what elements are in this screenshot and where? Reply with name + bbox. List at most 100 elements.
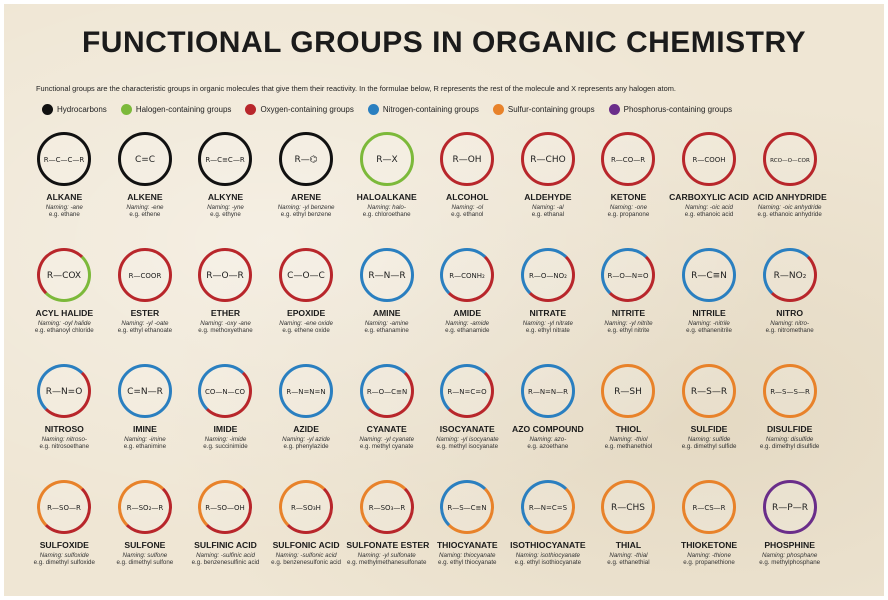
- group-name: DISULFIDE: [766, 424, 813, 434]
- group-name: ISOTHIOCYANATE: [510, 540, 586, 550]
- structure-formula-icon: R—N=N=N: [286, 388, 325, 396]
- group-example: e.g. ethanamide: [445, 327, 490, 334]
- structure-formula-icon: R—S—S—R: [770, 388, 810, 396]
- structure-formula: R—SO₃—R: [368, 504, 405, 512]
- group-naming: Naming: -yl sulfonate: [357, 552, 416, 559]
- structure-ring-icon: R—C≡C—R: [198, 132, 253, 186]
- group-example: e.g. dimethyl sulfoxide: [33, 559, 95, 566]
- group-example: e.g. ethanamine: [364, 327, 409, 334]
- structure-ring-icon: CO—N—CO: [198, 364, 253, 418]
- structure-formula: R—COX: [47, 271, 81, 281]
- structure-formula: R—S—R: [691, 387, 727, 397]
- structure-ring-icon: R—SO₂—R: [117, 480, 172, 534]
- structure-formula-icon: R—O—C≡N: [366, 388, 406, 396]
- group-name: AZIDE: [293, 424, 319, 434]
- functional-group-card: R—P—R PHOSPHINE Naming: phosphane e.g. meth…: [749, 476, 830, 592]
- group-naming: Naming: -thiol: [609, 436, 648, 443]
- structure-ring-icon: R—SO—OH: [198, 480, 253, 534]
- legend-dot-icon: [245, 104, 257, 115]
- group-example: e.g. ethene: [129, 211, 161, 218]
- functional-group-card: R—N=N=N AZIDE Naming: -yl azide e.g. phenyl…: [266, 360, 347, 476]
- structure-formula: C=C: [135, 155, 155, 165]
- structure-formula-icon: RCO—O—COR: [770, 158, 810, 164]
- group-name: PHOSPHINE: [764, 540, 815, 550]
- group-example: e.g. ethanoyl chloride: [34, 327, 94, 334]
- group-name: ARENE: [291, 192, 322, 202]
- legend-label: Nitrogen-containing groups: [382, 105, 479, 114]
- group-example: e.g. methoxyethane: [198, 327, 253, 334]
- structure-formula-icon: R—SO—R: [47, 504, 81, 512]
- structure-formula: R—N=C=S: [529, 504, 568, 512]
- structure-ring-icon: R—O—NO₂: [520, 248, 575, 302]
- group-name: ESTER: [130, 308, 160, 318]
- group-name: ALDEHYDE: [524, 192, 572, 202]
- structure-ring-icon: R—C—C—R: [37, 132, 92, 186]
- structure-formula: R—OH: [453, 155, 482, 165]
- group-name: NITRO: [776, 308, 803, 318]
- group-naming: Naming: -imide: [204, 436, 247, 443]
- group-naming: Naming: nitroso-: [41, 436, 87, 443]
- group-example: e.g. ethanol: [451, 211, 484, 218]
- group-naming: Naming: thiocyanate: [439, 552, 496, 559]
- legend-dot-icon: [42, 104, 53, 115]
- legend-label: Oxygen-containing groups: [260, 105, 354, 114]
- structure-formula-icon: R—SO₂—R: [127, 504, 164, 512]
- group-example: e.g. ethanimine: [123, 443, 167, 450]
- functional-group-card: R—O—R ETHER Naming: -oxy -ane e.g. methoxye…: [185, 244, 266, 360]
- group-name: SULFONIC ACID: [272, 540, 340, 550]
- group-name: KETONE: [610, 192, 647, 202]
- structure-formula-icon: R—COOH: [693, 156, 726, 164]
- functional-group-card: R—O—C≡N CYANATE Naming: -yl cyanate e.g. me…: [346, 360, 427, 476]
- structure-ring-icon: C=C: [117, 132, 172, 186]
- group-naming: Naming: -nitrile: [688, 320, 730, 327]
- group-name: ISOCYANATE: [439, 424, 495, 434]
- group-naming: Naming: phosphane: [761, 552, 818, 559]
- functional-group-card: R—CHO ALDEHYDE Naming: -al e.g. ethanal: [508, 128, 589, 244]
- functional-group-card: R—X HALOALKANE Naming: halo-e.g. chloroeth…: [346, 128, 427, 244]
- group-example: e.g. ethanenitrile: [686, 327, 732, 334]
- functional-group-card: R—COX ACYL HALIDE Naming: -oyl halide e.g. …: [24, 244, 105, 360]
- functional-group-card: R—COOH CARBOXYLIC ACID Naming: -oic acid e.…: [669, 128, 750, 244]
- structure-ring-icon: R—⌬: [279, 132, 334, 186]
- group-naming: Naming: -yl -oate: [121, 320, 169, 327]
- legend-dot-icon: [608, 104, 620, 115]
- structure-formula: R—N=N—R: [528, 388, 568, 396]
- structure-ring-icon: R—N=N—R: [520, 364, 575, 418]
- legend-dot-icon: [492, 104, 504, 115]
- group-example: e.g. benzenesulfinic acid: [191, 559, 260, 566]
- structure-formula-icon: R—SH: [615, 387, 643, 397]
- functional-group-card: R—CO—R KETONE Naming: -one e.g. propanone: [588, 128, 669, 244]
- functional-group-card: R—C≡C—R ALKYNE Naming: -yne e.g. ethyne: [185, 128, 266, 244]
- group-example: e.g. chloroethane: [362, 211, 411, 218]
- structure-formula: R—N=O: [46, 387, 83, 397]
- functional-group-card: R—SO₂—R SULFONE Naming: sulfone e.g. dimeth…: [105, 476, 186, 592]
- structure-formula: R—SO—OH: [206, 504, 246, 512]
- functional-group-card: R—SH THIOL Naming: -thiol e.g. methanethiol: [588, 360, 669, 476]
- structure-formula-icon: R—CHS: [611, 503, 645, 513]
- group-name: EPOXIDE: [286, 308, 326, 318]
- structure-ring-icon: C=N—R: [117, 364, 172, 418]
- group-naming: Naming: disulfide: [765, 436, 814, 443]
- group-naming: Naming: -sulfonic acid: [275, 552, 337, 559]
- legend-item: Oxygen-containing groups: [245, 104, 354, 115]
- structure-ring-icon: R—O—R: [198, 248, 253, 302]
- structure-ring-icon: R—CHS: [601, 480, 656, 534]
- structure-formula: R—N=N=N: [286, 388, 325, 396]
- group-example: e.g. methyl cyanate: [359, 443, 414, 450]
- group-name: SULFONATE ESTER: [346, 540, 430, 550]
- structure-formula-icon: C—O—C: [287, 271, 325, 281]
- group-example: e.g. methanethiol: [604, 443, 653, 450]
- group-example: e.g. dimethyl sulfide: [681, 443, 737, 450]
- structure-ring-icon: R—CS—R: [682, 480, 737, 534]
- group-name: NITRILE: [692, 308, 726, 318]
- legend-item: Halogen-containing groups: [120, 104, 231, 115]
- functional-group-card: R—OH ALCOHOL Naming: -ol e.g. ethanol: [427, 128, 508, 244]
- structure-formula: R—O—N=O: [608, 272, 649, 280]
- legend-dot-icon: [120, 104, 132, 115]
- group-naming: Naming: -ane: [45, 204, 83, 211]
- legend-label: Hydrocarbons: [57, 105, 107, 114]
- functional-group-card: R—COOR ESTER Naming: -yl -oate e.g. ethyl e…: [105, 244, 186, 360]
- group-example: e.g. dimethyl sulfone: [116, 559, 174, 566]
- structure-ring-icon: R—S—R: [682, 364, 737, 418]
- structure-ring-icon: R—NO₂: [762, 248, 817, 302]
